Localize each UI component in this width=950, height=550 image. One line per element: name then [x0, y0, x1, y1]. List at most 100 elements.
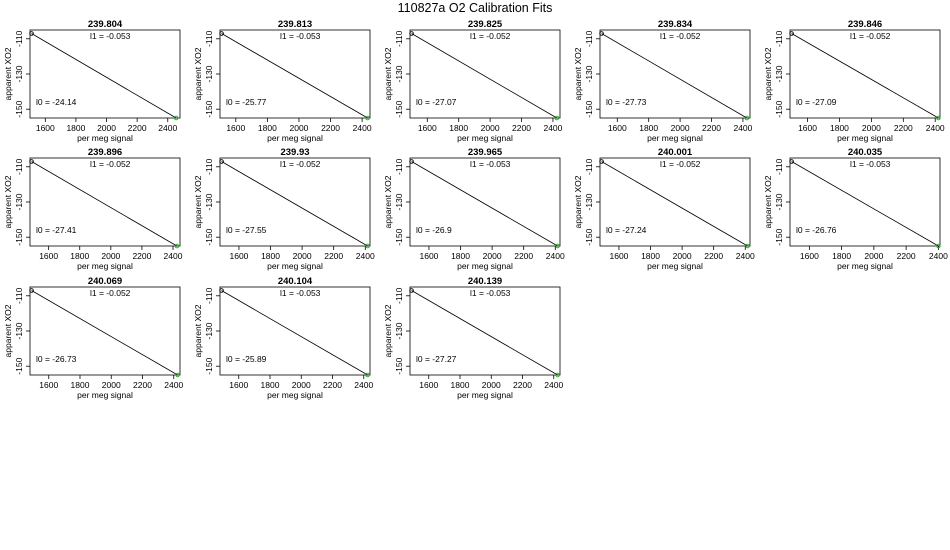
x-tick-label: 2200	[513, 380, 532, 390]
y-tick-label: -130	[204, 322, 214, 339]
y-tick-label: -130	[14, 193, 24, 210]
x-tick-label: 1600	[418, 123, 437, 133]
y-tick-label: -150	[394, 357, 404, 374]
y-tick-label: -130	[584, 65, 594, 82]
x-tick-label: 2400	[353, 123, 372, 133]
y-tick-label: -150	[774, 228, 784, 245]
x-tick-label: 2400	[926, 123, 945, 133]
y-tick-label: -150	[584, 228, 594, 245]
y-axis-label: apparent XO2	[3, 47, 13, 100]
y-axis-label: apparent XO2	[763, 175, 773, 228]
intercept-annotation: l0 = -27.09	[796, 97, 837, 107]
y-axis-label: apparent XO2	[383, 47, 393, 100]
x-tick-label: 2000	[102, 380, 121, 390]
calibration-panel: 239.834 1600 1800 2000 2200 2400 -110 -130 -150 p…	[573, 19, 753, 143]
intercept-annotation: l0 = -26.9	[416, 225, 452, 235]
slope-annotation: l1 = -0.053	[280, 288, 321, 298]
x-axis-label: per meg signal	[647, 133, 703, 143]
x-tick-label: 1600	[608, 123, 627, 133]
x-tick-label: 2200	[897, 251, 916, 261]
x-axis-label: per meg signal	[457, 390, 513, 400]
x-tick-label: 2400	[544, 380, 563, 390]
panel-title: 239.834	[658, 19, 693, 30]
x-axis-label: per meg signal	[267, 133, 323, 143]
intercept-annotation: l0 = -26.73	[36, 354, 77, 364]
intercept-annotation: l0 = -27.27	[416, 354, 457, 364]
x-tick-label: 1800	[261, 380, 280, 390]
y-axis-label: apparent XO2	[193, 304, 203, 357]
x-tick-label: 2000	[292, 380, 311, 390]
fit-line	[601, 161, 748, 247]
fit-line	[31, 161, 178, 247]
calibration-panel: 239.896 1600 1800 2000 2200 2400 -110 -130 -150 p…	[3, 147, 183, 271]
x-tick-label: 1600	[800, 251, 819, 261]
calibration-panel: 239.93 1600 1800 2000 2200 2400 -110 -130 -150 pe…	[193, 147, 375, 271]
intercept-annotation: l0 = -25.89	[226, 354, 267, 364]
y-tick-label: -150	[394, 100, 404, 117]
data-point	[29, 159, 34, 164]
x-tick-label: 1800	[451, 380, 470, 390]
x-axis-label: per meg signal	[77, 133, 133, 143]
data-point	[409, 288, 414, 293]
panel-title: 239.804	[88, 19, 123, 30]
x-tick-label: 2200	[323, 380, 342, 390]
x-tick-label: 1600	[229, 380, 248, 390]
x-tick-label: 1600	[609, 251, 628, 261]
x-tick-label: 2200	[514, 251, 533, 261]
fit-line	[791, 161, 939, 247]
calibration-panel: 240.069 1600 1800 2000 2200 2400 -110 -130 -150 p…	[3, 276, 183, 400]
fit-line	[791, 33, 939, 119]
x-tick-label: 1800	[641, 251, 660, 261]
fit-line	[601, 33, 748, 119]
x-tick-label: 2000	[482, 380, 501, 390]
x-tick-label: 2000	[293, 251, 312, 261]
calibration-panel: 240.139 1600 1800 2000 2200 2400 -110 -130 -150 p…	[383, 276, 563, 400]
x-tick-label: 2000	[289, 123, 308, 133]
x-tick-label: 2200	[702, 123, 721, 133]
data-point	[173, 115, 179, 121]
data-point	[599, 159, 604, 164]
panel-title: 240.139	[468, 276, 502, 287]
fit-line	[221, 33, 368, 119]
panel-title: 240.104	[278, 276, 313, 287]
intercept-annotation: l0 = -25.77	[226, 97, 267, 107]
x-tick-label: 1800	[70, 251, 89, 261]
y-tick-label: -110	[14, 287, 24, 304]
y-axis-label: apparent XO2	[763, 47, 773, 100]
y-tick-label: -130	[394, 193, 404, 210]
y-tick-label: -130	[394, 322, 404, 339]
data-point	[219, 159, 224, 164]
x-tick-label: 1600	[419, 380, 438, 390]
data-point	[409, 31, 414, 36]
data-point	[936, 115, 941, 121]
data-point	[365, 115, 370, 121]
y-axis-label: apparent XO2	[573, 175, 583, 228]
intercept-annotation: l0 = -24.14	[36, 97, 77, 107]
y-axis-label: apparent XO2	[573, 47, 583, 100]
x-tick-label: 2200	[321, 123, 340, 133]
y-tick-label: -130	[774, 193, 784, 210]
data-point	[409, 159, 414, 164]
y-axis-label: apparent XO2	[3, 304, 13, 357]
data-point	[365, 243, 370, 249]
y-tick-label: -150	[14, 100, 24, 117]
x-tick-label: 1600	[39, 251, 58, 261]
data-point	[219, 31, 224, 36]
y-tick-label: -110	[204, 287, 214, 304]
panel-title: 240.035	[848, 147, 883, 158]
fit-line	[221, 161, 368, 247]
x-axis-label: per meg signal	[267, 390, 323, 400]
y-tick-label: -110	[774, 158, 784, 175]
x-tick-label: 2400	[164, 380, 183, 390]
y-tick-label: -130	[14, 65, 24, 82]
data-point	[554, 115, 560, 121]
y-axis-label: apparent XO2	[383, 304, 393, 357]
y-tick-label: -130	[204, 193, 214, 210]
y-axis-label: apparent XO2	[383, 175, 393, 228]
y-tick-label: -150	[204, 357, 214, 374]
panel-title: 239.825	[468, 19, 503, 30]
calibration-panel: 240.104 1600 1800 2000 2200 2400 -110 -130 -150 p…	[193, 276, 373, 400]
x-tick-label: 2400	[929, 251, 948, 261]
x-axis-label: per meg signal	[837, 133, 893, 143]
